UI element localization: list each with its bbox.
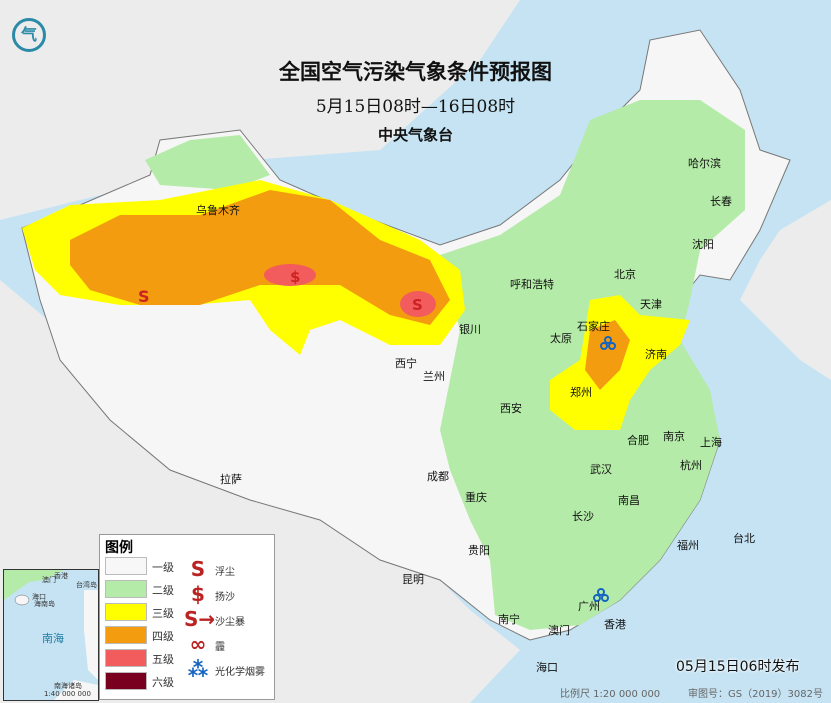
forecast-period: 5月15日08时—16日08时	[315, 97, 516, 117]
blowing-sand-icon: $	[290, 268, 300, 286]
city-label: 石家庄	[577, 320, 610, 333]
city-label: 广州	[578, 600, 600, 613]
legend-title: 图例	[105, 540, 133, 556]
inset-label: 香港	[54, 572, 68, 580]
sandstorm-icon: S	[412, 296, 423, 314]
floating-dust-icon: S	[190, 557, 206, 581]
inset-label: 海口	[32, 593, 46, 601]
legend-symbol-label: 光化学烟雾	[215, 667, 265, 678]
legend-swatch-level-6	[105, 672, 147, 690]
city-label: 南昌	[618, 494, 640, 507]
level-2-area	[145, 100, 745, 630]
city-label: 长沙	[572, 510, 594, 523]
legend-symbol-label: 沙尘暴	[215, 617, 245, 628]
city-label: 杭州	[680, 459, 702, 472]
city-label: 成都	[427, 470, 449, 483]
legend-level-label: 二级	[152, 584, 174, 597]
city-label: 西宁	[395, 357, 417, 370]
legend-swatch-level-2	[105, 580, 147, 598]
city-label: 呼和浩特	[510, 278, 554, 291]
legend-level-label: 三级	[152, 607, 174, 620]
city-label: 太原	[550, 332, 572, 345]
city-label: 银川	[459, 323, 481, 336]
issuer: 中央气象台	[377, 126, 453, 144]
map-scale: 比例尺 1:20 000 000	[560, 689, 661, 700]
legend-symbol-label: 浮尘	[215, 567, 235, 578]
city-label: 上海	[700, 436, 722, 449]
city-label: 福州	[677, 539, 699, 552]
level-4-area	[70, 190, 630, 390]
south-china-sea-inset: 澳门 香港 台湾岛 海口 海南岛 南海 南海诸岛 1:40 000 000	[3, 569, 99, 701]
legend-swatch-level-4	[105, 626, 147, 644]
haze-icon: ∞	[189, 632, 207, 656]
city-label: 北京	[614, 268, 636, 281]
city-label: 拉萨	[220, 473, 242, 486]
city-label: 长春	[710, 195, 732, 208]
city-label: 哈尔滨	[688, 157, 721, 170]
city-label: 昆明	[402, 573, 424, 586]
city-label: 重庆	[465, 491, 487, 504]
city-label: 沈阳	[692, 238, 714, 251]
legend: 图例 一级二级三级四级五级六级 S 浮尘 $ 扬沙 S→ 沙尘暴 ∞ 霾 ⁂ 光化学烟雾	[99, 534, 275, 700]
inset-label: 海南岛	[34, 600, 55, 608]
sandstorm-icon: S→	[184, 607, 216, 631]
cma-logo: 气	[12, 18, 46, 52]
level-5-area	[400, 291, 436, 317]
legend-level-label: 四级	[152, 630, 174, 643]
city-label: 合肥	[627, 434, 649, 447]
photochemical-smog-icon: ⁂	[187, 657, 209, 681]
city-label: 武汉	[590, 463, 612, 476]
city-label: 香港	[604, 618, 626, 631]
city-label: 天津	[640, 298, 662, 311]
city-label: 西安	[500, 402, 522, 415]
legend-level-label: 六级	[152, 676, 174, 689]
inset-scale: 1:40 000 000	[44, 690, 91, 698]
city-label: 济南	[645, 348, 667, 361]
legend-swatch-level-5	[105, 649, 147, 667]
publish-time: 05月15日06时发布	[676, 659, 800, 675]
city-label: 澳门	[548, 624, 570, 637]
legend-swatch-level-1	[105, 557, 147, 575]
city-label: 贵阳	[468, 544, 490, 557]
photochemical-smog-icon	[593, 336, 616, 602]
city-label: 乌鲁木齐	[196, 204, 240, 217]
legend-level-label: 五级	[152, 653, 174, 666]
floating-dust-icon: S	[138, 287, 150, 306]
city-label: 台北	[733, 532, 755, 545]
map-title: 全国空气污染气象条件预报图	[279, 59, 552, 84]
inset-label: 南海诸岛	[54, 682, 82, 690]
city-label: 南京	[663, 430, 685, 443]
city-label: 南宁	[498, 613, 520, 626]
legend-level-label: 一级	[152, 561, 174, 574]
city-label: 兰州	[423, 370, 445, 383]
inset-label: 澳门	[42, 576, 56, 584]
city-label: 海口	[536, 661, 558, 674]
legend-swatch-level-3	[105, 603, 147, 621]
map-approval-number: 审图号：GS（2019）3082号	[688, 689, 823, 700]
level-5-area	[264, 264, 316, 286]
legend-symbol-label: 霾	[215, 642, 225, 653]
inset-label: 台湾岛	[76, 581, 97, 589]
legend-symbol-label: 扬沙	[215, 592, 235, 603]
city-label: 郑州	[570, 386, 592, 399]
inset-label: 南海	[42, 632, 64, 645]
blowing-sand-icon: $	[191, 582, 205, 606]
